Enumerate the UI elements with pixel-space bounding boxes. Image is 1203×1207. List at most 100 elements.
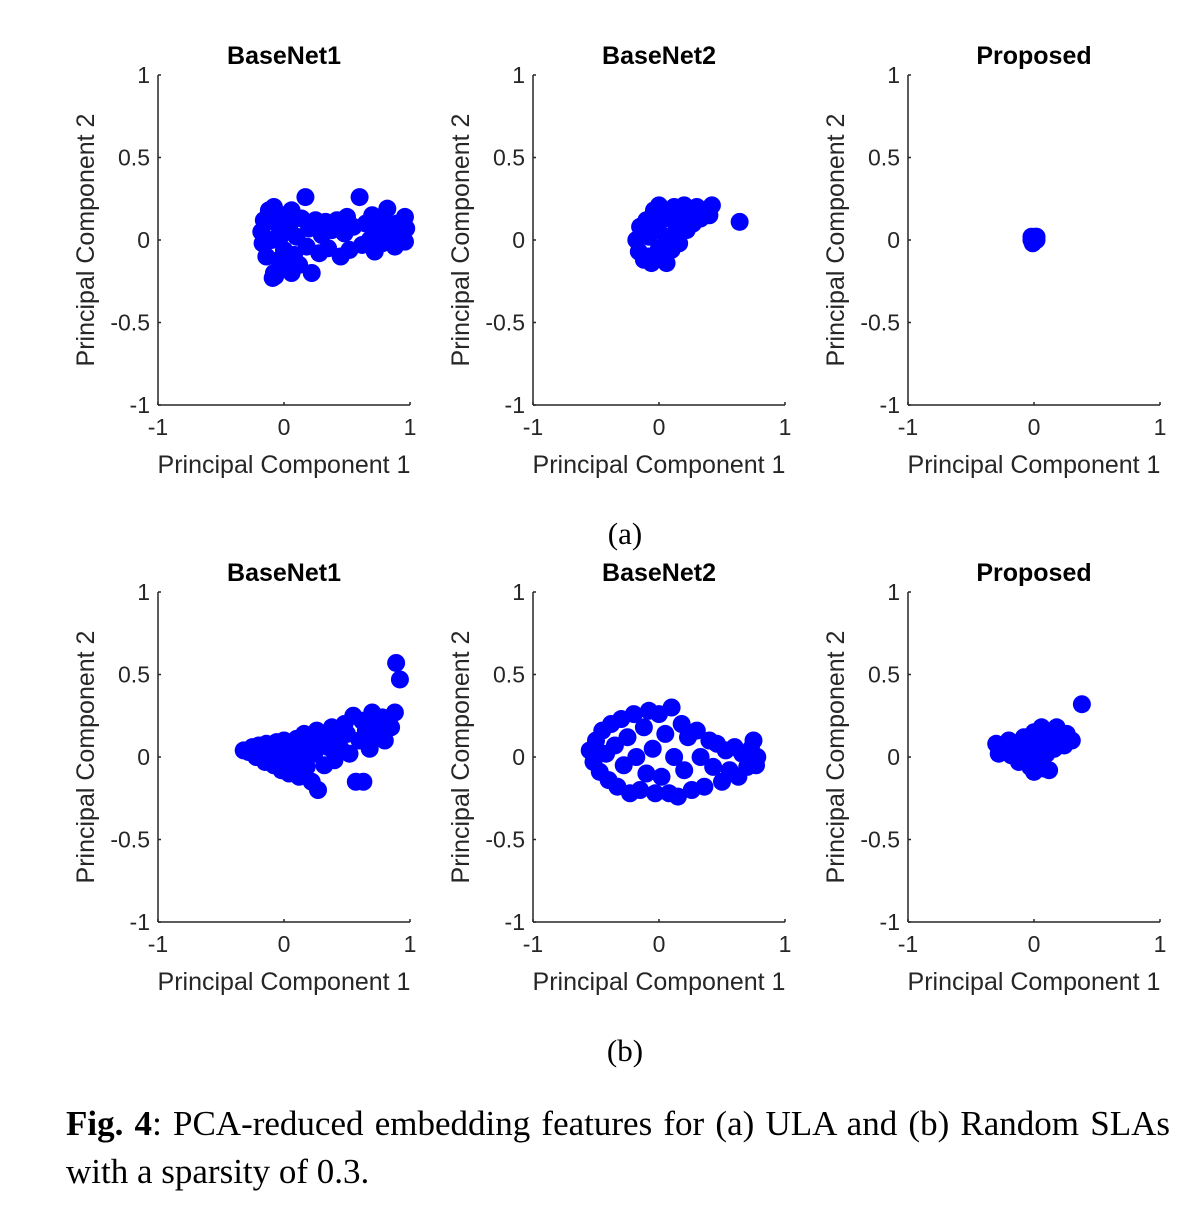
x-tick-label: 1 bbox=[404, 414, 417, 440]
data-point bbox=[639, 247, 658, 266]
y-tick-label: 0.5 bbox=[118, 145, 150, 171]
y-tick-label: 0.5 bbox=[868, 145, 900, 171]
data-point bbox=[662, 698, 681, 717]
x-axis-label: Principal Component 1 bbox=[533, 451, 786, 479]
y-tick-label: 0 bbox=[137, 227, 150, 253]
data-point bbox=[395, 232, 414, 251]
x-tick-label: 0 bbox=[278, 931, 291, 957]
y-axis-label: Principal Component 2 bbox=[72, 631, 100, 884]
data-point bbox=[695, 777, 714, 796]
x-tick-label: -1 bbox=[148, 414, 168, 440]
x-tick-label: 1 bbox=[779, 931, 792, 957]
y-tick-label: 0 bbox=[887, 227, 900, 253]
data-point bbox=[266, 267, 285, 286]
y-tick-label: -0.5 bbox=[110, 827, 150, 853]
scatter-panel-6: -1 -0.5 0 0.5 1 -1 0 1 Proposed Principal Compone… bbox=[822, 559, 1166, 996]
x-tick-label: -1 bbox=[523, 414, 543, 440]
panel-title: Proposed bbox=[976, 42, 1091, 70]
data-point bbox=[670, 234, 689, 253]
data-point bbox=[748, 748, 767, 766]
scatter-panel-4: -1 -0.5 0 0.5 1 -1 0 1 BaseNet1 Principal Compone… bbox=[72, 559, 416, 996]
y-tick-label: 0.5 bbox=[868, 662, 900, 688]
x-tick-label: -1 bbox=[898, 414, 918, 440]
data-point bbox=[652, 767, 671, 786]
x-axis-label: Principal Component 1 bbox=[158, 451, 411, 479]
y-tick-label: -1 bbox=[130, 909, 150, 935]
y-axis-label: Principal Component 2 bbox=[72, 114, 100, 367]
figure-caption: Fig. 4: PCA-reduced embedding features f… bbox=[66, 1100, 1170, 1196]
data-point bbox=[340, 744, 359, 763]
data-point bbox=[631, 781, 650, 799]
data-point bbox=[296, 188, 315, 207]
data-point bbox=[668, 787, 687, 806]
y-tick-label: -1 bbox=[505, 392, 525, 418]
x-tick-label: 1 bbox=[404, 931, 417, 957]
panel-title: BaseNet1 bbox=[227, 559, 341, 587]
y-tick-label: -0.5 bbox=[485, 827, 525, 853]
data-point bbox=[624, 705, 643, 724]
data-point bbox=[744, 731, 763, 750]
scatter-panel-5: -1 -0.5 0 0.5 1 -1 0 1 BaseNet2 Principal Compone… bbox=[447, 559, 791, 996]
data-point bbox=[397, 219, 416, 238]
data-point bbox=[1072, 695, 1091, 714]
data-point bbox=[657, 254, 676, 273]
y-tick-label: -0.5 bbox=[485, 310, 525, 336]
panel-title: BaseNet1 bbox=[227, 42, 341, 70]
subfigure-label-a: (a) bbox=[607, 516, 643, 551]
x-axis-label: Principal Component 1 bbox=[158, 968, 411, 996]
x-tick-label: 1 bbox=[1154, 931, 1167, 957]
x-axis-label: Principal Component 1 bbox=[908, 968, 1161, 996]
subfigure-label-b: (b) bbox=[606, 1033, 644, 1068]
x-tick-label: -1 bbox=[898, 931, 918, 957]
y-tick-label: 1 bbox=[512, 579, 525, 605]
data-point bbox=[702, 196, 721, 215]
y-axis-label: Principal Component 2 bbox=[822, 631, 850, 884]
y-tick-label: -0.5 bbox=[860, 310, 900, 336]
data-point bbox=[691, 748, 710, 766]
y-tick-label: 0 bbox=[512, 744, 525, 770]
x-tick-label: 1 bbox=[1154, 414, 1167, 440]
data-point bbox=[387, 653, 406, 672]
data-point bbox=[656, 724, 675, 743]
data-point bbox=[382, 718, 401, 737]
data-point bbox=[665, 748, 684, 766]
scatter-panels: -1 -0.5 0 0.5 1 -1 0 1 BaseNet1 Principal Compone… bbox=[72, 42, 1166, 996]
data-point bbox=[675, 761, 694, 780]
data-point bbox=[618, 728, 637, 747]
scatter-panel-3: -1 -0.5 0 0.5 1 -1 0 1 Proposed Principal Compone… bbox=[822, 42, 1166, 479]
x-tick-label: 1 bbox=[779, 414, 792, 440]
data-point bbox=[302, 264, 321, 282]
caption-text: : PCA-reduced embedding features for (a)… bbox=[66, 1104, 1170, 1191]
y-tick-label: -0.5 bbox=[860, 827, 900, 853]
data-point bbox=[390, 670, 409, 689]
x-tick-label: -1 bbox=[148, 931, 168, 957]
y-axis-label: Principal Component 2 bbox=[822, 114, 850, 367]
y-tick-label: 0 bbox=[137, 744, 150, 770]
data-point bbox=[634, 718, 653, 737]
data-point bbox=[704, 757, 723, 776]
figure-canvas: -1 -0.5 0 0.5 1 -1 0 1 BaseNet1 Principal Compone… bbox=[72, 42, 1166, 996]
x-tick-label: 0 bbox=[1028, 414, 1041, 440]
y-tick-label: 0.5 bbox=[493, 662, 525, 688]
data-point bbox=[643, 739, 662, 758]
data-point bbox=[297, 757, 316, 776]
scatter-panel-1: -1 -0.5 0 0.5 1 -1 0 1 BaseNet1 Principal Compone… bbox=[72, 42, 416, 479]
data-point bbox=[385, 703, 404, 722]
x-tick-label: -1 bbox=[523, 931, 543, 957]
y-tick-label: -1 bbox=[880, 909, 900, 935]
data-point bbox=[687, 721, 706, 740]
y-tick-label: 0 bbox=[512, 227, 525, 253]
y-tick-label: -0.5 bbox=[110, 310, 150, 336]
y-axis-label: Principal Component 2 bbox=[447, 631, 475, 884]
y-tick-label: 1 bbox=[512, 62, 525, 88]
x-tick-label: 0 bbox=[278, 414, 291, 440]
data-point bbox=[378, 199, 397, 218]
scatter-panel-2: -1 -0.5 0 0.5 1 -1 0 1 BaseNet2 Principal Compone… bbox=[447, 42, 791, 479]
y-tick-label: 1 bbox=[137, 579, 150, 605]
x-axis-label: Principal Component 1 bbox=[908, 451, 1161, 479]
x-tick-label: 0 bbox=[653, 931, 666, 957]
data-point bbox=[637, 764, 656, 783]
x-axis-label: Principal Component 1 bbox=[533, 968, 786, 996]
y-tick-label: 0.5 bbox=[118, 662, 150, 688]
data-point bbox=[627, 748, 646, 766]
